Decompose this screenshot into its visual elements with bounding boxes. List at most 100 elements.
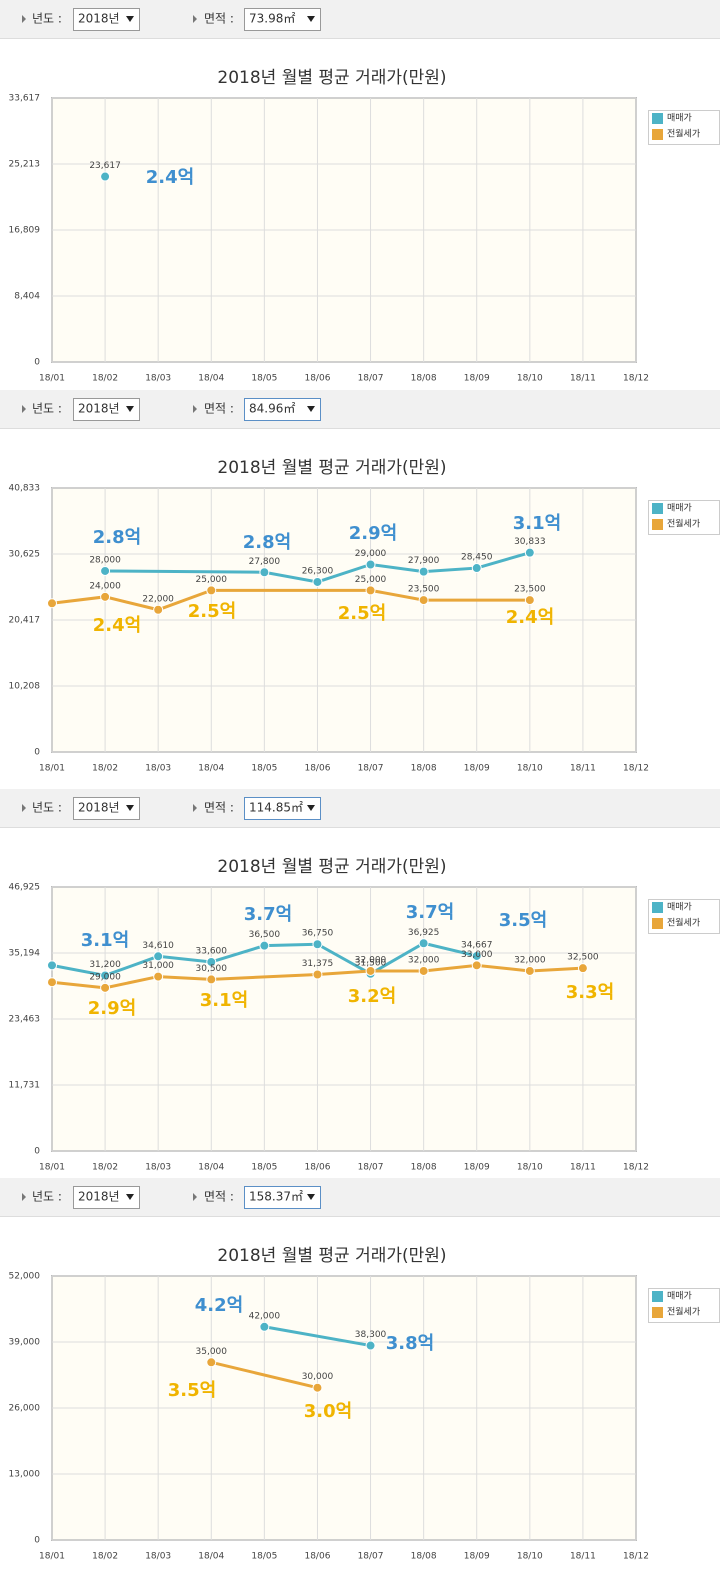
data-label: 25,000: [196, 575, 228, 585]
data-point: [312, 1382, 323, 1393]
annotation: 2.4억: [93, 615, 141, 636]
legend-label: 매매가: [667, 902, 692, 913]
year-select[interactable]: [73, 1186, 140, 1209]
x-tick-label: 18/06: [304, 1163, 330, 1173]
x-tick-label: 18/01: [39, 374, 65, 384]
x-tick-label: 18/11: [570, 764, 596, 774]
chart-title: 2018년 월별 평균 거래가(만원): [217, 68, 446, 88]
legend-label: 전월세가: [667, 518, 700, 530]
x-tick-label: 18/09: [464, 374, 490, 384]
x-tick-label: 18/09: [464, 1552, 490, 1562]
data-label: 29,000: [89, 972, 121, 982]
area-select[interactable]: [244, 1186, 321, 1209]
annotation: 2.9억: [88, 998, 136, 1019]
data-label: 31,200: [89, 960, 121, 970]
x-tick-label: 18/01: [39, 764, 65, 774]
data-label: 36,750: [302, 929, 334, 939]
data-point: [100, 970, 111, 981]
data-point: [524, 965, 535, 976]
x-tick-label: 18/02: [92, 374, 118, 384]
y-tick-label: 52,000: [9, 1272, 41, 1282]
x-tick-label: 18/06: [304, 374, 330, 384]
annotation: 4.2억: [195, 1295, 243, 1316]
data-label: 33,600: [196, 946, 228, 956]
bullet-icon: [22, 405, 26, 413]
data-point: [100, 982, 111, 993]
area-select[interactable]: [244, 797, 321, 820]
legend-label: 전월세가: [667, 917, 700, 929]
legend-label: 매매가: [667, 1291, 692, 1302]
data-label: 23,500: [408, 585, 440, 595]
data-point: [259, 1321, 270, 1332]
year-select[interactable]: [73, 8, 140, 31]
data-point: [418, 595, 429, 606]
y-tick-label: 23,463: [9, 1014, 41, 1024]
area-select[interactable]: [244, 8, 321, 31]
x-tick-label: 18/02: [92, 1552, 118, 1562]
legend-swatch: [652, 129, 663, 140]
legend-label: 매매가: [667, 113, 692, 124]
series-line: [51, 963, 583, 990]
series-line: [264, 1325, 371, 1348]
y-tick-label: 0: [34, 1147, 40, 1157]
year-value[interactable]: 2018년: [78, 1190, 120, 1204]
x-tick-label: 18/05: [251, 1163, 277, 1173]
legend-swatch: [652, 1291, 663, 1302]
legend-swatch: [652, 113, 663, 124]
area-value[interactable]: 84.96㎡: [249, 402, 295, 416]
x-tick-label: 18/10: [517, 764, 543, 774]
data-label: 30,000: [302, 1372, 334, 1382]
annotation: 2.8억: [93, 527, 141, 548]
data-label: 25,000: [355, 575, 387, 585]
data-label: 28,450: [461, 553, 493, 563]
data-point: [153, 604, 164, 615]
area-value[interactable]: 73.98㎡: [249, 12, 295, 26]
area-select[interactable]: [244, 398, 321, 421]
data-point: [100, 591, 111, 602]
year-select[interactable]: [73, 797, 140, 820]
data-label: 30,500: [196, 964, 228, 974]
data-label: 26,300: [302, 566, 334, 576]
chart-title: 2018년 월별 평균 거래가(만원): [217, 857, 446, 877]
x-tick-label: 18/11: [570, 1552, 596, 1562]
data-label: 29,000: [355, 549, 387, 559]
data-point: [418, 938, 429, 949]
area-value[interactable]: 158.37㎡: [249, 1190, 303, 1204]
annotation: 3.8억: [386, 1333, 434, 1354]
data-label: 32,000: [408, 955, 440, 965]
data-point: [312, 939, 323, 950]
y-tick-label: 8,404: [14, 292, 40, 302]
x-tick-label: 18/07: [358, 1552, 384, 1562]
bullet-icon: [193, 1193, 197, 1201]
data-point: [100, 171, 111, 182]
year-value[interactable]: 2018년: [78, 12, 120, 26]
year-select[interactable]: [73, 398, 140, 421]
annotation: 3.5억: [499, 910, 547, 931]
data-point: [206, 974, 217, 985]
legend-label: 매매가: [667, 503, 692, 514]
data-label: 32,500: [567, 953, 599, 963]
data-label: 38,300: [355, 1330, 387, 1340]
x-tick-label: 18/02: [92, 764, 118, 774]
x-tick-label: 18/07: [358, 374, 384, 384]
x-tick-label: 18/12: [623, 374, 649, 384]
x-tick-label: 18/11: [570, 374, 596, 384]
data-point: [365, 585, 376, 596]
year-value[interactable]: 2018년: [78, 801, 120, 815]
x-tick-label: 18/11: [570, 1163, 596, 1173]
data-point: [153, 951, 164, 962]
year-value[interactable]: 2018년: [78, 402, 120, 416]
legend-label: 전월세가: [667, 1306, 700, 1318]
annotation: 2.4억: [146, 167, 194, 188]
area-value[interactable]: 114.85㎡: [249, 801, 303, 815]
y-tick-label: 0: [34, 358, 40, 368]
y-tick-label: 20,417: [9, 615, 41, 625]
area-label: 면적 :: [204, 402, 234, 416]
x-tick-label: 18/03: [145, 1552, 171, 1562]
x-tick-label: 18/08: [411, 1552, 437, 1562]
x-tick-label: 18/06: [304, 1552, 330, 1562]
annotation: 2.5억: [338, 603, 386, 624]
data-label: 24,000: [89, 581, 121, 591]
data-label: 34,667: [461, 940, 493, 950]
x-tick-label: 18/05: [251, 1552, 277, 1562]
